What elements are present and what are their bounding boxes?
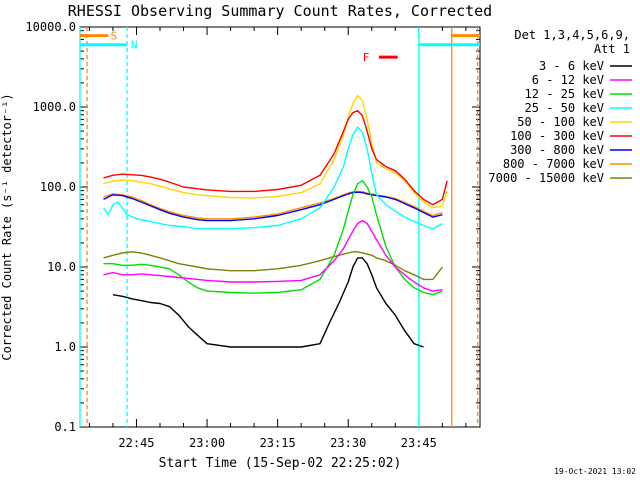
legend-entry-label: 100 - 300 keV bbox=[510, 129, 604, 143]
legend-header-line1: Det 1,3,4,5,6,9, bbox=[514, 28, 630, 42]
series-lines bbox=[102, 94, 448, 348]
x-axis-tick-labels: 22:45 23:00 23:15 23:30 23:45 bbox=[118, 436, 436, 450]
legend-header-line2: Att 1 bbox=[594, 42, 630, 56]
y-tick-label: 10.0 bbox=[47, 260, 76, 274]
series-line-100-300-kev bbox=[103, 109, 448, 206]
marker-label-N: N bbox=[131, 39, 138, 52]
legend-entry-label: 25 - 50 keV bbox=[525, 101, 604, 115]
chart-title: RHESSI Observing Summary Count Rates, Co… bbox=[68, 2, 492, 20]
series-line-3-6-kev bbox=[112, 257, 424, 348]
x-tick-label: 23:30 bbox=[330, 436, 366, 450]
series-line-300-800-kev bbox=[103, 191, 443, 222]
x-tick-label: 23:45 bbox=[401, 436, 437, 450]
footer-timestamp: 19-Oct-2021 13:02 bbox=[554, 467, 636, 476]
series-line-50-100-kev bbox=[103, 94, 448, 209]
y-tick-label: 100.0 bbox=[40, 180, 76, 194]
marker-label-F: F bbox=[363, 51, 370, 64]
legend-entry-label: 300 - 800 keV bbox=[510, 143, 604, 157]
y-axis-tick-labels: 0.1 1.0 10.0 100.0 1000.0 10000.0 bbox=[25, 20, 76, 434]
series-line-12-25-kev bbox=[103, 179, 443, 296]
legend-entry-label: 800 - 7000 keV bbox=[503, 157, 604, 171]
legend-entry-label: 12 - 25 keV bbox=[525, 87, 604, 101]
x-tick-label: 23:15 bbox=[260, 436, 296, 450]
marker-label-S: S bbox=[111, 30, 118, 43]
legend-entry-label: 7000 - 15000 keV bbox=[488, 171, 604, 185]
legend-entry-label: 3 - 6 keV bbox=[539, 59, 604, 73]
x-axis-label: Start Time (15-Sep-02 22:25:02) bbox=[159, 456, 402, 471]
series-line-6-12-kev bbox=[103, 219, 443, 292]
y-tick-label: 1.0 bbox=[54, 340, 76, 354]
y-tick-label: 1000.0 bbox=[33, 100, 76, 114]
y-tick-label: 10000.0 bbox=[25, 20, 76, 34]
series-line-25-50-kev bbox=[102, 126, 443, 230]
x-tick-label: 23:00 bbox=[189, 436, 225, 450]
legend-entry-label: 50 - 100 keV bbox=[517, 115, 604, 129]
x-tick-label: 22:45 bbox=[118, 436, 154, 450]
y-tick-label: 0.1 bbox=[54, 420, 76, 434]
series-line-800-7000-kev bbox=[103, 190, 443, 220]
marker-annotations: SN F bbox=[79, 27, 480, 427]
y-axis-label: Corrected Count Rate (s⁻¹ detector⁻¹) bbox=[0, 93, 14, 360]
legend-entry-label: 6 - 12 keV bbox=[532, 73, 604, 87]
